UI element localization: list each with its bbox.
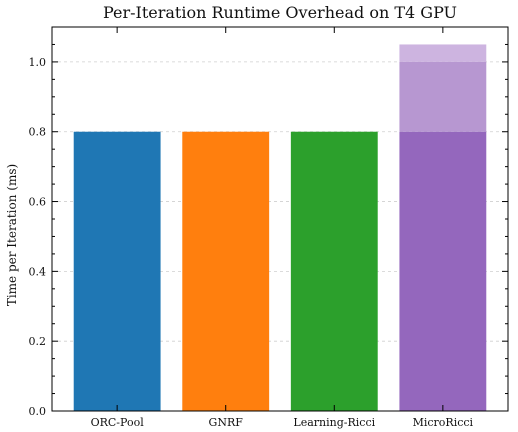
x-tick-label-1: GNRF: [209, 416, 244, 429]
bar-gnrf-segment-0: [182, 131, 270, 411]
x-tick-label-0: ORC-Pool: [91, 416, 145, 429]
bars: [73, 44, 487, 411]
bar-microricci-segment-0: [399, 131, 487, 411]
axis-ticks: [52, 26, 508, 412]
y-tick-label-0: 0.0: [29, 405, 47, 418]
x-tick-label-3: MicroRicci: [413, 416, 474, 429]
bar-orc-pool-segment-0: [73, 131, 161, 411]
y-tick-label-2: 0.4: [29, 265, 47, 278]
y-tick-label-3: 0.6: [29, 196, 47, 209]
bar-learning-ricci-segment-0: [290, 131, 378, 411]
chart-title: Per-Iteration Runtime Overhead on T4 GPU: [103, 3, 457, 22]
tick-labels: 0.0 0.2 0.4 0.6 0.8 1.0 ORC-Pool GNRF Learning-R…: [29, 56, 474, 429]
y-tick-label-5: 1.0: [29, 56, 47, 69]
x-tick-label-2: Learning-Ricci: [293, 416, 375, 429]
y-tick-label-4: 0.8: [29, 126, 47, 139]
bar-microricci-segment-1: [399, 61, 487, 132]
y-tick-label-1: 0.2: [29, 335, 47, 348]
y-axis-label: Time per Iteration (ms): [5, 164, 19, 306]
bar-microricci-segment-2: [399, 44, 487, 62]
